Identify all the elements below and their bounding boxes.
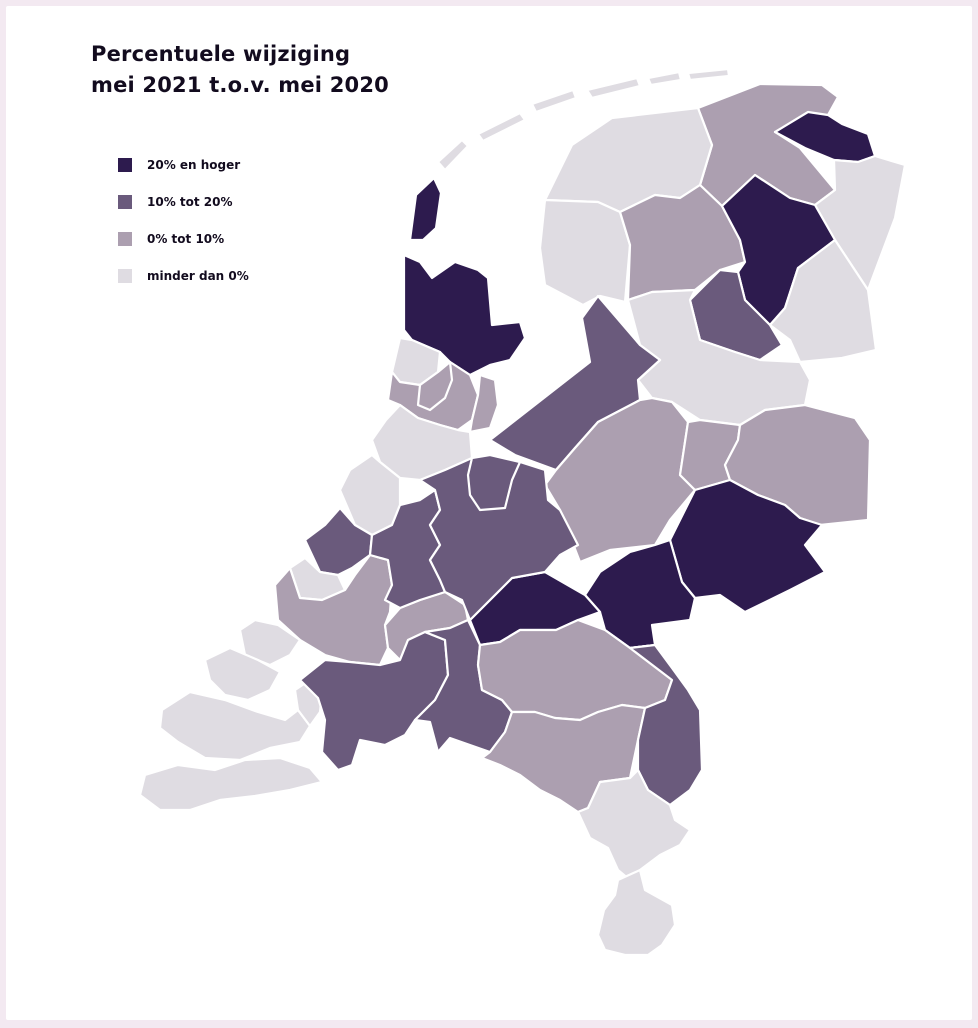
- region-gooi-eemland: [468, 373, 500, 434]
- legend-swatch-mid-low: [118, 231, 132, 246]
- title-line-2: mei 2021 t.o.v. mei 2020: [91, 73, 389, 97]
- region-gelderland-midden: [583, 538, 697, 650]
- region-limburg-zuid: [596, 868, 677, 957]
- legend-label-high: 20% en hoger: [147, 157, 241, 172]
- region-zeeland: [138, 756, 324, 812]
- region-wadden-islands: [530, 88, 578, 114]
- region-wadden-islands: [476, 111, 527, 143]
- region-limburg-midden: [576, 768, 692, 882]
- region-wadden-islands: [646, 70, 683, 87]
- title-line-1: Percentuele wijziging: [91, 42, 351, 66]
- region-texel: [408, 176, 443, 242]
- legend-label-mid-low: 0% tot 10%: [147, 231, 225, 246]
- region-wadden-islands: [585, 76, 642, 100]
- region-amsterdam: [416, 360, 454, 412]
- legend-item-mid-high: 10% tot 20%: [118, 183, 249, 220]
- region-wadden-islands: [686, 67, 731, 82]
- legend-swatch-mid-high: [118, 194, 132, 209]
- map-title: Percentuele wijziging mei 2021 t.o.v. me…: [91, 39, 389, 101]
- region-zeeland: [158, 690, 312, 762]
- legend: 20% en hoger 10% tot 20% 0% tot 10% mind…: [118, 146, 249, 294]
- legend-swatch-high: [118, 157, 132, 172]
- region-brabant-zuidoost: [480, 703, 647, 814]
- region-wadden-islands: [436, 138, 470, 172]
- legend-label-mid-high: 10% tot 20%: [147, 194, 233, 209]
- region-amersfoort: [466, 453, 522, 512]
- region-groningen-zuidoost: [813, 154, 907, 292]
- region-friesland-west: [538, 198, 632, 307]
- legend-item-high: 20% en hoger: [118, 146, 249, 183]
- legend-item-low: minder dan 0%: [118, 257, 249, 294]
- legend-swatch-low: [118, 268, 132, 283]
- region-groningen-oost: [773, 110, 877, 164]
- region-drenthe-zuidoost: [768, 238, 878, 364]
- legend-item-mid-low: 0% tot 10%: [118, 220, 249, 257]
- legend-label-low: minder dan 0%: [147, 268, 249, 283]
- region-zeeland: [203, 646, 282, 702]
